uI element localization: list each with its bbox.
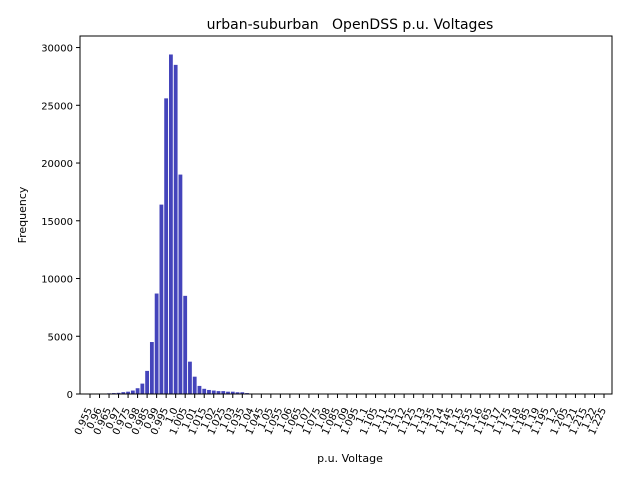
histogram-bar xyxy=(135,388,140,394)
histogram-bar xyxy=(230,391,235,394)
histogram-bar xyxy=(149,342,154,394)
histogram-bar xyxy=(140,383,145,394)
y-tick-label: 5000 xyxy=(48,332,73,343)
histogram-bar xyxy=(240,392,245,394)
histogram-bar xyxy=(211,390,216,394)
histogram-bar xyxy=(130,390,135,394)
histogram-bar xyxy=(226,391,230,394)
y-axis-title: Frequency xyxy=(16,186,29,243)
histogram-bar xyxy=(216,391,221,394)
y-tick-label: 0 xyxy=(67,390,73,401)
histogram-bar xyxy=(121,392,126,394)
histogram-bar xyxy=(235,392,240,394)
histogram-bar xyxy=(207,389,211,394)
histogram-bar xyxy=(192,376,197,394)
y-tick-label: 25000 xyxy=(41,101,73,112)
histogram-bar xyxy=(183,295,188,394)
histogram-bar xyxy=(126,391,130,394)
x-axis-title: p.u. Voltage xyxy=(317,452,383,465)
bars-group xyxy=(107,54,468,395)
x-axis-ticks: 0.9550.960.9650.970.9750.980.9850.990.99… xyxy=(73,394,609,437)
y-tick-label: 15000 xyxy=(41,217,73,228)
histogram-bar xyxy=(178,174,183,394)
y-axis-ticks: 0 5000 10000 15000 20000 25000 30000 xyxy=(41,44,80,401)
histogram-bar xyxy=(173,64,178,395)
y-tick-label: 20000 xyxy=(41,159,73,170)
histogram-bar xyxy=(145,370,150,394)
plot-frame xyxy=(79,35,613,395)
histogram-bar xyxy=(169,54,173,394)
histogram-bar xyxy=(202,388,207,394)
y-tick-label: 10000 xyxy=(41,275,73,286)
histogram-bar xyxy=(221,391,226,394)
histogram-bar xyxy=(188,361,192,394)
histogram-bar xyxy=(164,98,169,395)
histogram-bar xyxy=(116,392,121,394)
histogram-bar xyxy=(154,293,159,394)
y-tick-label: 30000 xyxy=(41,44,73,55)
chart-title: urban-suburban OpenDSS p.u. Voltages xyxy=(207,17,494,33)
histogram-bar xyxy=(159,204,164,394)
histogram-bar xyxy=(197,385,202,394)
